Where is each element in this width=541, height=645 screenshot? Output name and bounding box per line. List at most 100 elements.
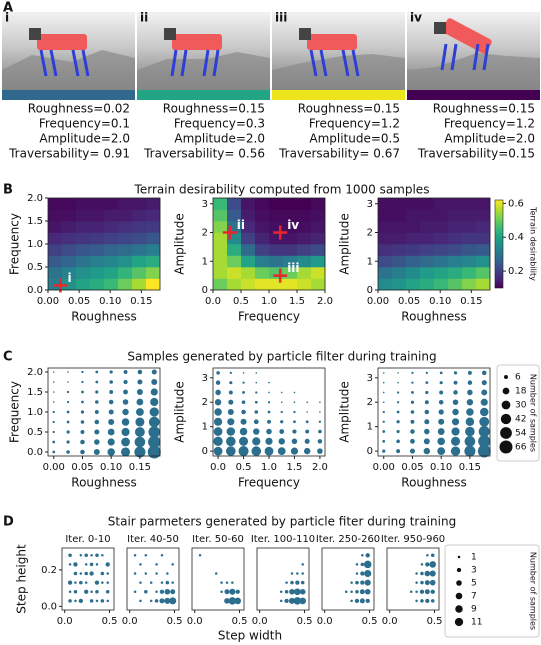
bubble	[437, 428, 445, 435]
heat-cell	[132, 221, 147, 233]
bubble	[139, 599, 142, 603]
bubble	[411, 391, 414, 394]
heat-cell	[476, 221, 491, 233]
plot-frame	[126, 547, 180, 611]
bubble	[148, 435, 161, 449]
heat-cell	[255, 255, 270, 268]
heat-cell	[283, 221, 298, 233]
bubble	[350, 581, 353, 584]
heat-cell	[90, 221, 105, 233]
heat-cell	[48, 232, 63, 245]
heat-cell	[255, 278, 270, 291]
bubble	[285, 581, 288, 584]
bubble	[81, 380, 84, 384]
legend-label: 1	[471, 553, 477, 563]
legend-bubble	[455, 605, 463, 613]
heat-cell	[241, 255, 256, 268]
heat-cell	[448, 278, 463, 291]
bubble	[159, 589, 165, 594]
robot-leg	[180, 49, 188, 77]
terrain-label: iii	[275, 11, 287, 25]
bubble	[382, 449, 386, 453]
plot-frame	[61, 547, 115, 611]
colorbar	[494, 199, 504, 289]
bubble	[480, 398, 488, 406]
terrain-color	[137, 90, 270, 100]
bubble	[430, 589, 435, 594]
bubble	[453, 371, 458, 375]
bubble	[144, 589, 148, 594]
heat-cell	[378, 255, 393, 268]
heat-cell	[462, 278, 477, 291]
heat-cell	[213, 278, 228, 291]
bubble	[265, 437, 273, 445]
bubble	[424, 580, 430, 586]
bubble	[255, 372, 258, 374]
terrain-surface	[2, 50, 135, 90]
bubble	[66, 420, 70, 424]
heat-cell	[227, 221, 242, 233]
bubble	[278, 438, 285, 445]
robot-leg	[71, 49, 80, 77]
bubble	[301, 563, 304, 566]
heat-cell	[462, 232, 477, 245]
bubble	[94, 429, 100, 435]
heat-cell	[434, 278, 449, 291]
robot-leg	[49, 49, 58, 77]
bubble	[215, 380, 221, 385]
x-tick-label: 0.00	[373, 462, 395, 473]
heat-cell	[269, 278, 284, 291]
heat-cell	[255, 244, 270, 256]
bubble	[355, 572, 359, 575]
panel-label: B	[3, 183, 13, 198]
heat-cell	[132, 232, 147, 245]
heat-cell	[76, 278, 91, 291]
bubble	[52, 401, 55, 403]
x-tick-label: 0.05	[398, 296, 420, 307]
x-tick-label: 0.0	[187, 616, 203, 627]
heat-cell	[378, 244, 393, 256]
robot-leg	[309, 49, 318, 77]
bubble	[289, 588, 295, 595]
bubble	[364, 588, 371, 595]
bubble	[317, 439, 323, 444]
bubble	[242, 372, 245, 374]
bubble	[465, 417, 475, 427]
bubble	[171, 581, 174, 584]
y-tick-label: 1	[367, 422, 373, 433]
heat-cell	[146, 255, 161, 268]
terrain-param: Amplitude=0.5	[309, 132, 400, 146]
heat-cell	[48, 255, 63, 268]
terrain-param: Traversability= 0.56	[143, 147, 265, 161]
heat-cell	[62, 278, 77, 291]
bubble	[94, 419, 100, 425]
bubble	[429, 570, 436, 577]
bubble	[264, 446, 274, 456]
bubble	[121, 447, 131, 457]
bubble	[355, 580, 359, 585]
x-tick-label: 0.5	[233, 296, 249, 307]
heat-cell	[76, 267, 91, 279]
bubble	[80, 420, 85, 424]
plot-title: Iter. 50-60	[192, 534, 244, 545]
bubble	[137, 369, 143, 375]
heat-cell	[420, 267, 435, 279]
bubble	[306, 411, 308, 413]
legend-bubble	[500, 427, 512, 439]
heat-cell	[146, 244, 161, 256]
terrain-param: Amplitude=2.0	[174, 132, 265, 146]
bubble	[150, 388, 158, 396]
heat-cell	[62, 209, 77, 222]
bubble	[228, 399, 234, 405]
bubble	[121, 418, 130, 426]
bubble	[214, 417, 223, 426]
heat-cell	[434, 244, 449, 256]
terrain-param: Roughness=0.02	[28, 102, 130, 116]
bubble	[453, 390, 458, 395]
x-axis-label: Step width	[218, 629, 282, 643]
plot-title: Iter. 0-10	[65, 534, 110, 545]
bubble	[214, 399, 222, 406]
marker-label: i	[67, 271, 71, 285]
bubble	[284, 598, 289, 604]
heat-cell	[227, 267, 242, 279]
